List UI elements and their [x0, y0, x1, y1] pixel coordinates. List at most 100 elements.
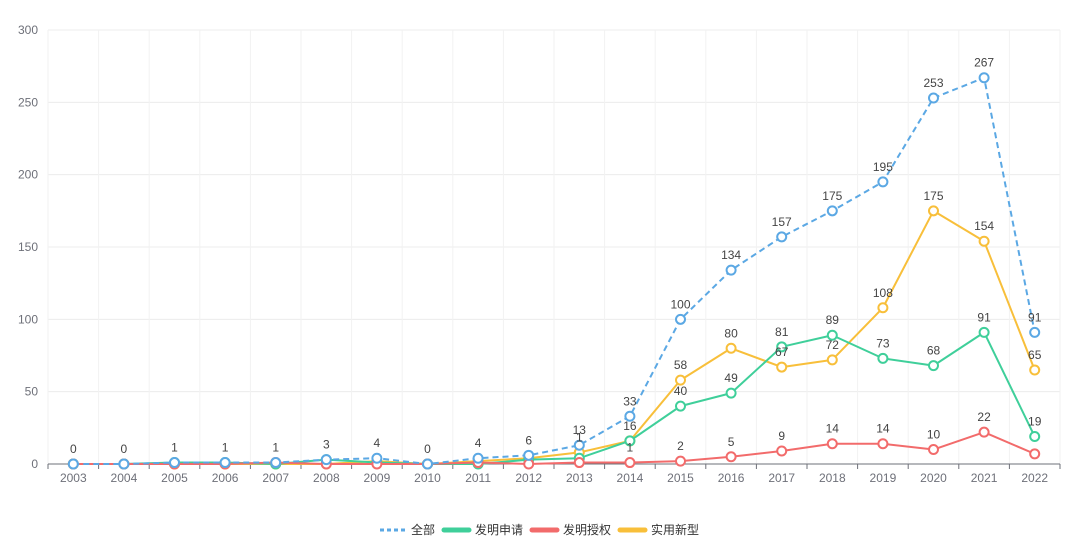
data-point[interactable] — [978, 235, 990, 247]
data-label: 89 — [826, 313, 840, 327]
data-point[interactable] — [928, 444, 939, 456]
x-tick-label: 2009 — [364, 471, 391, 485]
data-point[interactable] — [877, 352, 889, 364]
data-point[interactable] — [826, 438, 838, 450]
data-label: 73 — [876, 336, 890, 350]
data-label: 175 — [822, 189, 842, 203]
x-tick-label: 2006 — [212, 471, 239, 485]
x-tick-label: 2014 — [617, 471, 644, 485]
data-point[interactable] — [826, 205, 838, 217]
data-point[interactable] — [826, 354, 838, 366]
data-label: 100 — [670, 297, 690, 311]
data-label: 195 — [873, 160, 893, 174]
data-point[interactable] — [928, 205, 939, 217]
data-labels: 0 0 1 1 1 3 4 0 4 6133310013415717519525326791404… — [70, 56, 1042, 456]
data-point[interactable] — [270, 457, 282, 469]
data-label: 14 — [826, 422, 840, 436]
series-line — [73, 431, 1036, 465]
data-point[interactable] — [877, 302, 889, 314]
data-label: 4 — [475, 436, 482, 450]
legend-item[interactable]: 发明授权 — [529, 522, 611, 537]
data-point[interactable] — [320, 454, 332, 466]
data-point[interactable] — [978, 72, 990, 84]
legend-item[interactable]: 实用新型 — [617, 522, 699, 537]
legend-label: 发明授权 — [563, 522, 611, 537]
data-label: 157 — [772, 215, 792, 229]
data-point[interactable] — [523, 458, 535, 470]
data-point[interactable] — [219, 457, 231, 469]
data-label: 81 — [775, 325, 789, 339]
data-point[interactable] — [67, 458, 79, 470]
data-label: 13 — [573, 423, 587, 437]
x-tick-label: 2008 — [313, 471, 340, 485]
data-point[interactable] — [1029, 326, 1041, 338]
data-label: 16 — [623, 419, 637, 433]
data-point[interactable] — [573, 457, 585, 469]
legend-label: 实用新型 — [651, 522, 699, 537]
data-point[interactable] — [624, 410, 636, 422]
y-tick-label: 200 — [18, 168, 38, 182]
legend-item[interactable]: 发明申请 — [441, 522, 523, 537]
data-point[interactable] — [978, 426, 990, 438]
data-point[interactable] — [371, 452, 383, 464]
data-label: 253 — [923, 76, 943, 90]
data-point[interactable] — [1029, 448, 1041, 460]
data-point[interactable] — [826, 329, 838, 341]
data-point[interactable] — [725, 387, 737, 399]
data-point[interactable] — [928, 360, 939, 372]
data-point[interactable] — [422, 458, 433, 470]
legend[interactable]: 全部 发明申请 发明授权 实用新型 — [380, 522, 699, 537]
x-tick-label: 2016 — [718, 471, 745, 485]
data-point[interactable] — [725, 264, 737, 276]
data-point[interactable] — [776, 341, 788, 353]
data-label: 91 — [977, 310, 991, 324]
data-point[interactable] — [776, 361, 788, 373]
data-label: 1 — [627, 441, 634, 455]
data-label: 91 — [1028, 310, 1042, 324]
data-label: 9 — [778, 429, 785, 443]
series-layer — [67, 72, 1041, 470]
data-point[interactable] — [776, 231, 788, 243]
data-point[interactable] — [978, 326, 990, 338]
data-label: 1 — [222, 441, 229, 455]
data-label: 175 — [923, 189, 943, 203]
data-label: 10 — [927, 428, 941, 442]
data-point[interactable] — [472, 452, 484, 464]
data-point[interactable] — [169, 457, 180, 469]
data-point[interactable] — [928, 92, 939, 104]
data-point[interactable] — [1029, 364, 1041, 376]
data-point[interactable] — [877, 438, 889, 450]
data-label: 134 — [721, 248, 741, 262]
legend-label: 发明申请 — [475, 522, 523, 537]
data-point[interactable] — [877, 176, 889, 188]
y-tick-label: 50 — [25, 385, 39, 399]
data-label: 19 — [1028, 415, 1042, 429]
x-tick-label: 2020 — [920, 471, 947, 485]
data-point[interactable] — [118, 458, 130, 470]
data-label: 72 — [826, 338, 840, 352]
series-line — [73, 76, 1036, 465]
data-label: 40 — [674, 384, 688, 398]
data-label: 68 — [927, 344, 941, 358]
data-point[interactable] — [675, 455, 686, 467]
data-label: 49 — [724, 371, 738, 385]
data-label: 0 — [70, 442, 77, 456]
data-point[interactable] — [725, 451, 737, 463]
data-label: 58 — [674, 358, 688, 372]
data-point[interactable] — [776, 445, 788, 457]
data-point[interactable] — [624, 457, 636, 469]
data-label: 154 — [974, 219, 994, 233]
data-point[interactable] — [523, 449, 535, 461]
data-point[interactable] — [675, 374, 686, 386]
data-point[interactable] — [675, 400, 686, 412]
x-tick-label: 2003 — [60, 471, 87, 485]
data-point[interactable] — [725, 342, 737, 354]
legend-item[interactable]: 全部 — [380, 522, 435, 537]
x-tick-label: 2013 — [566, 471, 593, 485]
data-point[interactable] — [675, 313, 686, 325]
data-point[interactable] — [1029, 431, 1041, 443]
data-point[interactable] — [624, 435, 636, 447]
data-point[interactable] — [573, 439, 585, 451]
data-label: 1 — [576, 430, 583, 444]
